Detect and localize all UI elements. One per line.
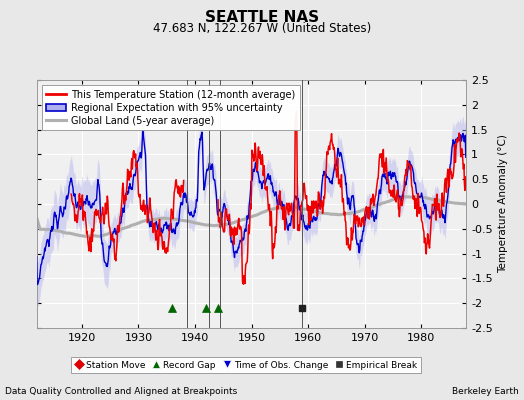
Text: 47.683 N, 122.267 W (United States): 47.683 N, 122.267 W (United States) xyxy=(153,22,371,35)
Y-axis label: Temperature Anomaly (°C): Temperature Anomaly (°C) xyxy=(498,134,508,274)
Text: Data Quality Controlled and Aligned at Breakpoints: Data Quality Controlled and Aligned at B… xyxy=(5,387,237,396)
Legend: This Temperature Station (12-month average), Regional Expectation with 95% uncer: This Temperature Station (12-month avera… xyxy=(41,85,300,130)
Text: SEATTLE NAS: SEATTLE NAS xyxy=(205,10,319,25)
Text: Berkeley Earth: Berkeley Earth xyxy=(452,387,519,396)
Legend: Station Move, Record Gap, Time of Obs. Change, Empirical Break: Station Move, Record Gap, Time of Obs. C… xyxy=(71,357,421,374)
